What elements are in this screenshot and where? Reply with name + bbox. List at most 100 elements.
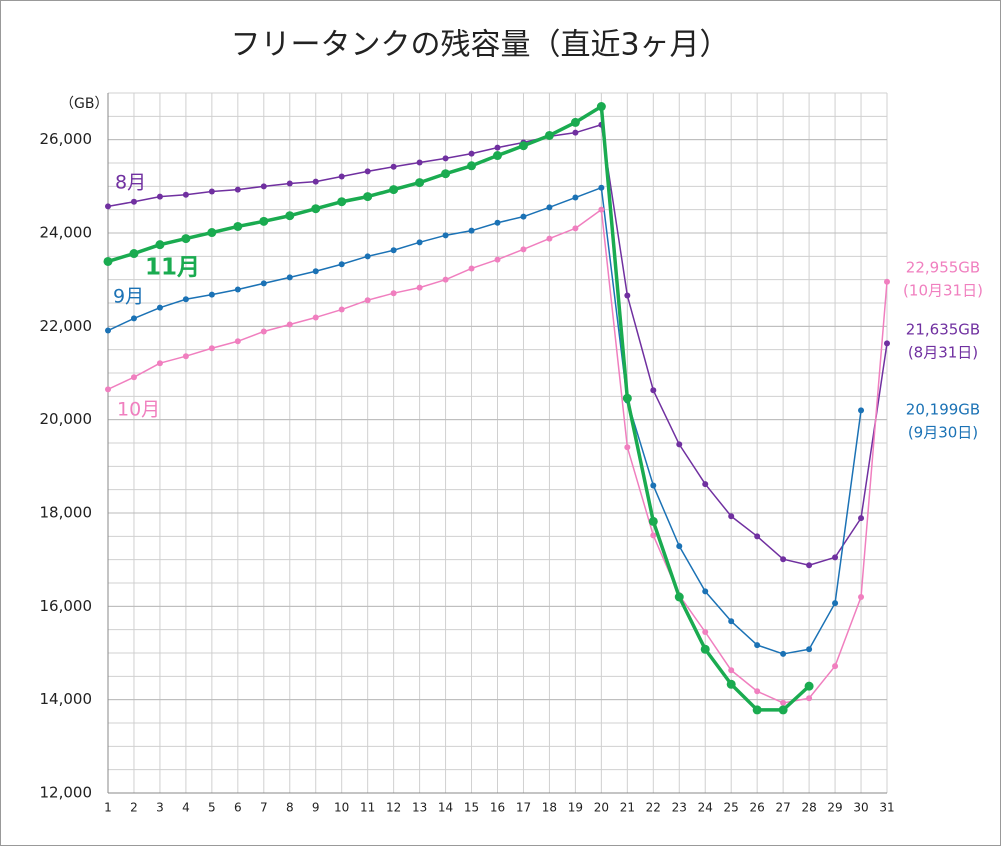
data-point <box>389 185 399 195</box>
data-point <box>780 650 787 657</box>
data-point <box>702 629 709 635</box>
data-point <box>364 168 371 175</box>
y-tick-label: 16,000 <box>40 597 93 615</box>
data-point <box>858 515 865 522</box>
data-point <box>544 130 554 140</box>
data-point <box>467 161 477 171</box>
x-tick-label: 25 <box>724 801 739 815</box>
y-tick-label: 14,000 <box>40 690 93 708</box>
x-tick-label: 12 <box>386 801 401 815</box>
data-point <box>312 314 319 321</box>
x-tick-label: 22 <box>646 801 661 815</box>
x-tick-label: 14 <box>438 801 453 815</box>
data-point <box>416 284 423 291</box>
data-point <box>778 705 788 715</box>
x-tick-label: 31 <box>879 801 894 815</box>
data-point <box>700 644 710 654</box>
data-point <box>624 292 631 299</box>
data-point <box>806 695 813 702</box>
data-point <box>832 663 839 670</box>
data-point <box>233 221 243 231</box>
data-point <box>884 278 890 285</box>
data-point <box>546 204 553 211</box>
data-point <box>103 256 113 266</box>
data-point <box>546 235 553 242</box>
data-point <box>493 151 502 161</box>
data-point <box>806 562 813 569</box>
data-point <box>260 328 267 335</box>
data-point <box>155 240 165 250</box>
data-point <box>442 232 449 239</box>
y-unit: （GB） <box>60 96 108 112</box>
data-point <box>442 155 449 162</box>
data-point <box>208 345 215 352</box>
series-label: 8月 <box>115 172 146 194</box>
data-point <box>182 296 189 303</box>
data-point <box>337 197 347 207</box>
data-point <box>494 144 501 151</box>
data-point <box>260 183 267 190</box>
x-tick-label: 19 <box>568 801 583 815</box>
data-point <box>598 184 605 191</box>
data-label-note: (9月30日) <box>908 424 978 442</box>
x-tick-label: 11 <box>360 801 375 815</box>
data-point <box>780 699 787 706</box>
data-point <box>624 444 631 451</box>
data-point <box>726 679 736 689</box>
data-point <box>208 188 215 195</box>
data-point <box>181 234 191 244</box>
data-point <box>494 219 501 226</box>
data-point <box>650 532 657 539</box>
data-point <box>780 556 787 563</box>
data-point <box>832 554 839 561</box>
data-point <box>312 268 319 275</box>
data-point <box>596 102 606 112</box>
y-tick-label: 18,000 <box>40 504 93 522</box>
x-tick-label: 13 <box>412 801 427 815</box>
data-point <box>518 141 528 151</box>
x-tick-label: 24 <box>698 801 713 815</box>
x-tick-label: 21 <box>620 801 635 815</box>
data-point <box>234 186 241 193</box>
series-line <box>107 104 811 712</box>
y-tick-label: 26,000 <box>40 130 93 148</box>
data-point <box>622 393 632 403</box>
x-tick-label: 4 <box>182 801 190 815</box>
data-point <box>598 206 605 213</box>
data-point <box>494 256 501 263</box>
data-point <box>364 297 371 304</box>
data-point <box>105 203 111 210</box>
chart-title: フリータンクの残容量（直近3ヶ月） <box>230 28 729 63</box>
x-tick-label: 2 <box>130 801 138 815</box>
data-point <box>752 705 762 715</box>
x-tick-label: 27 <box>775 801 790 815</box>
data-point <box>832 600 839 607</box>
data-point <box>650 387 657 394</box>
x-tick-label: 28 <box>801 801 816 815</box>
data-point <box>130 374 137 381</box>
data-point <box>259 216 269 226</box>
data-point <box>363 192 373 202</box>
data-point <box>650 482 657 489</box>
x-tick-label: 29 <box>827 801 842 815</box>
data-point <box>129 249 139 259</box>
data-point <box>156 304 163 311</box>
data-point <box>572 129 579 136</box>
data-label: 21,635GB <box>906 321 980 339</box>
data-point <box>702 588 709 595</box>
x-tick-label: 7 <box>260 801 268 815</box>
x-tick-label: 8 <box>286 801 294 815</box>
data-point <box>806 646 813 653</box>
x-tick-label: 5 <box>208 801 216 815</box>
data-point <box>286 274 293 281</box>
data-point <box>390 247 397 254</box>
data-point <box>468 150 475 157</box>
data-label-note: (8月31日) <box>908 344 978 362</box>
data-point <box>105 386 111 393</box>
x-tick-label: 30 <box>853 801 868 815</box>
x-tick-label: 17 <box>516 801 531 815</box>
x-tick-label: 20 <box>594 801 609 815</box>
data-point <box>338 306 345 313</box>
data-label: 22,955GB <box>906 259 980 277</box>
